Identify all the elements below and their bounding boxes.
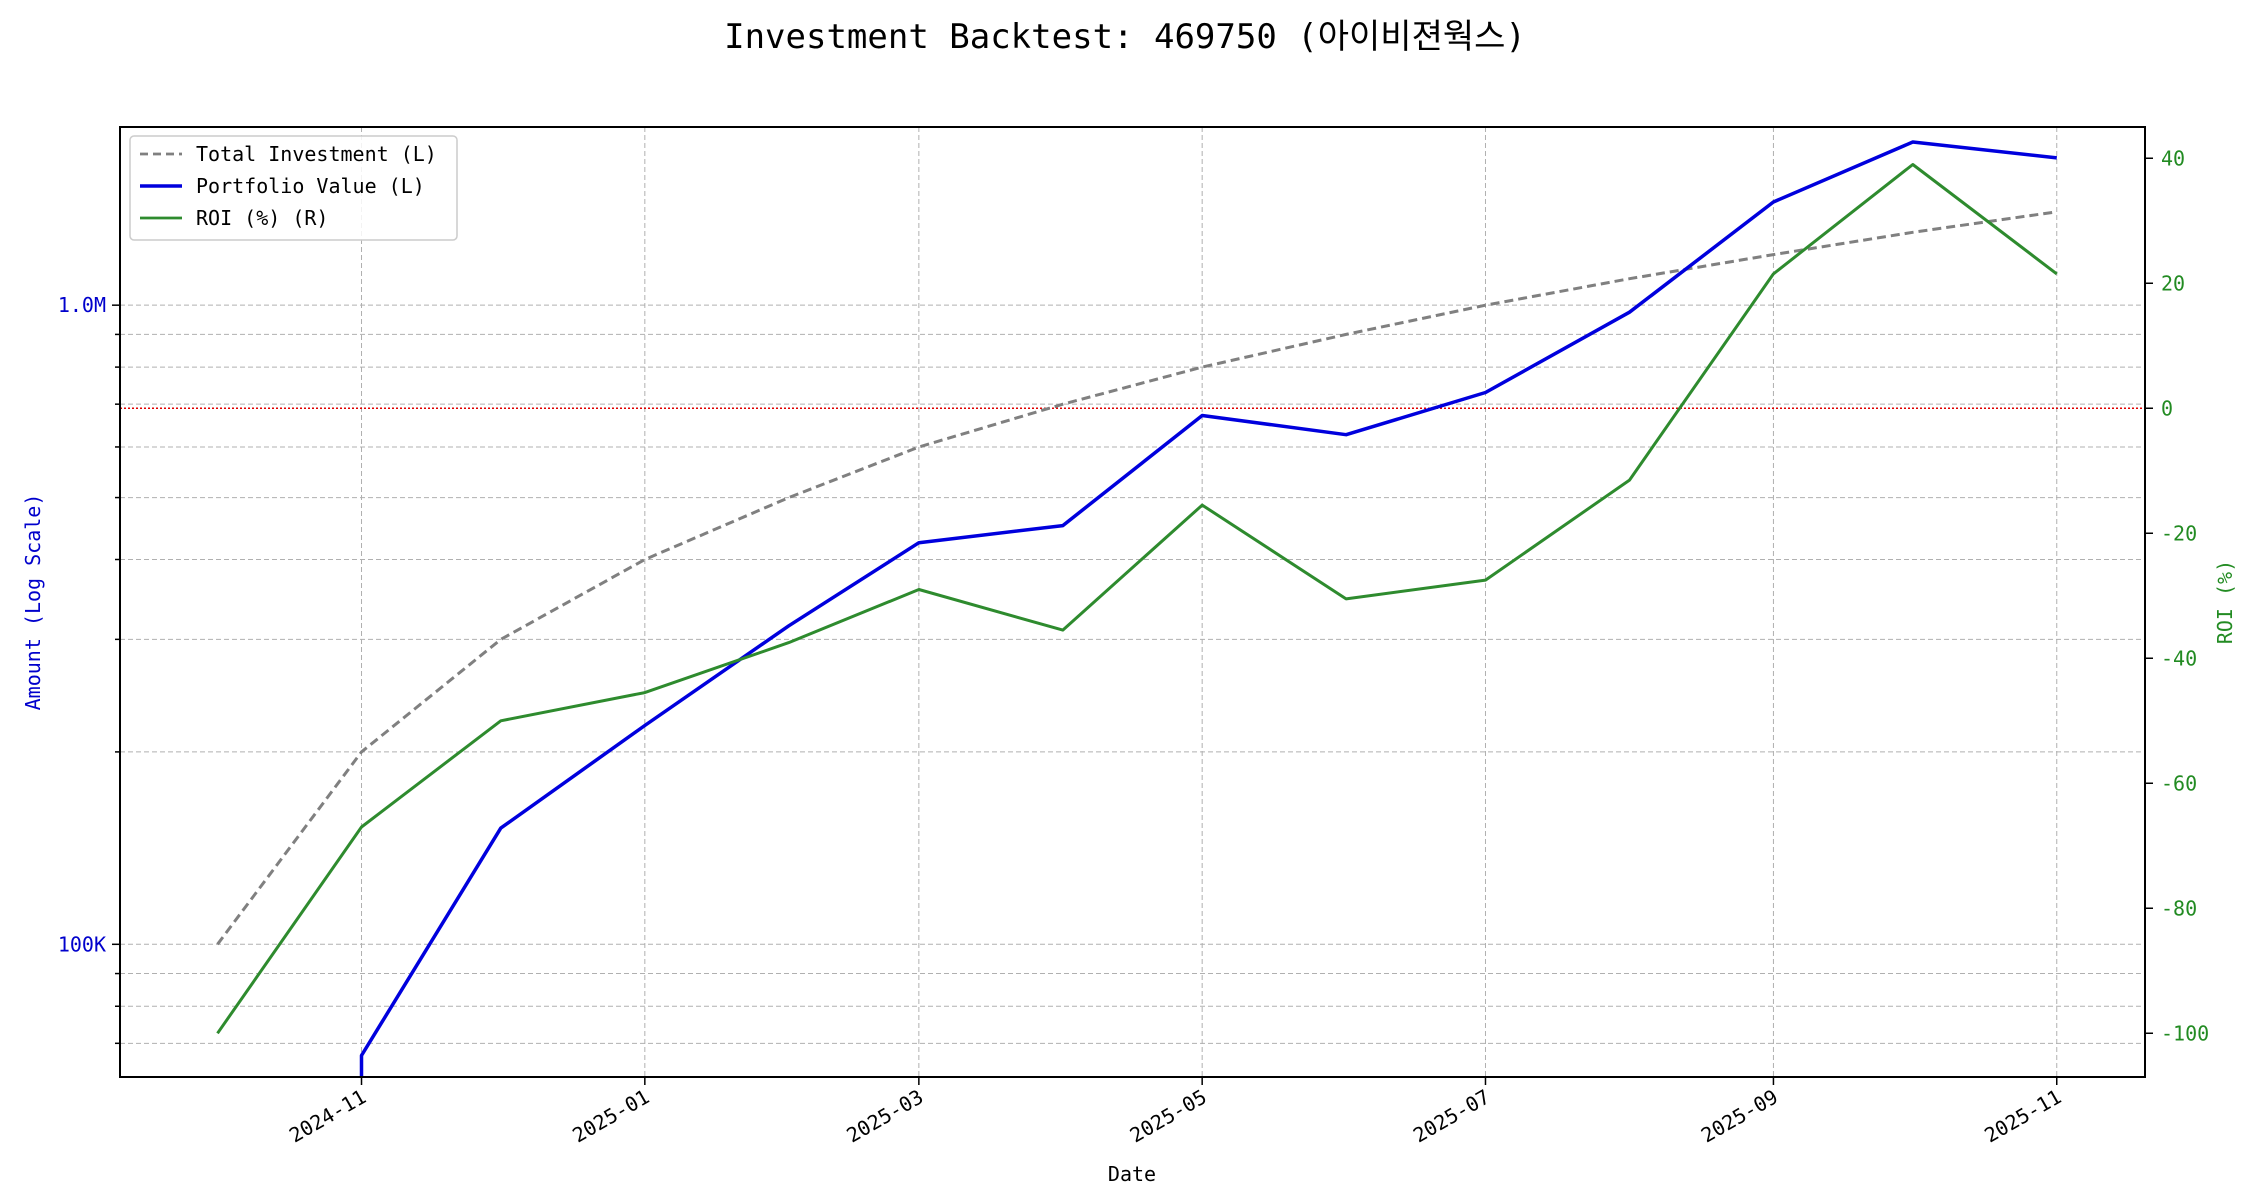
- right-tick-label: -80: [2161, 896, 2197, 920]
- x-tick-label: 2025-05: [1126, 1085, 1211, 1148]
- right-tick-label: -60: [2161, 771, 2197, 795]
- left-tick-label: 1.0M: [58, 293, 106, 317]
- series-line-3: [216, 163, 2058, 1035]
- plot-frame: [119, 126, 2146, 1078]
- left-axis: 100K 1.0M: [58, 293, 120, 1045]
- x-tick-label: 2025-09: [1697, 1085, 1782, 1148]
- x-axis-label: Date: [1108, 1162, 1156, 1186]
- legend: Total Investment (L) Portfolio Value (L) R…: [129, 135, 458, 241]
- right-tick-label: 20: [2161, 271, 2185, 295]
- x-axis: 2024-11 2025-01 2025-03 2025-05 2025-07 2025-…: [285, 1077, 2065, 1147]
- series-line-2: [359, 140, 2057, 1077]
- x-tick-label: 2025-11: [1980, 1085, 2065, 1148]
- legend-label: Portfolio Value (L): [196, 174, 425, 198]
- chart-title: Investment Backtest: 469750 (아이비젼웍스): [724, 17, 1526, 57]
- right-tick-label: 0: [2161, 396, 2173, 420]
- right-tick-label: 40: [2161, 146, 2185, 170]
- right-tick-label: -40: [2161, 646, 2197, 670]
- left-tick-label: 100K: [58, 932, 106, 956]
- right-axis-label: ROI (%): [2213, 560, 2237, 644]
- left-axis-label: Amount (Log Scale): [21, 494, 45, 711]
- x-tick-label: 2024-11: [285, 1085, 370, 1148]
- legend-label: Total Investment (L): [196, 142, 437, 166]
- legend-label: ROI (%) (R): [196, 206, 328, 230]
- right-tick-label: -20: [2161, 521, 2197, 545]
- x-tick-label: 2025-01: [568, 1085, 653, 1148]
- series-line-1: [216, 210, 2058, 946]
- right-axis: 40 20 0 -20 -40 -60 -80 -100: [2145, 146, 2209, 1045]
- x-tick-label: 2025-07: [1409, 1085, 1494, 1148]
- x-tick-label: 2025-03: [842, 1085, 927, 1148]
- series-layer: [216, 140, 2058, 1077]
- right-tick-label: -100: [2161, 1021, 2209, 1045]
- legend-box: [129, 135, 458, 241]
- grid: [120, 127, 2145, 1077]
